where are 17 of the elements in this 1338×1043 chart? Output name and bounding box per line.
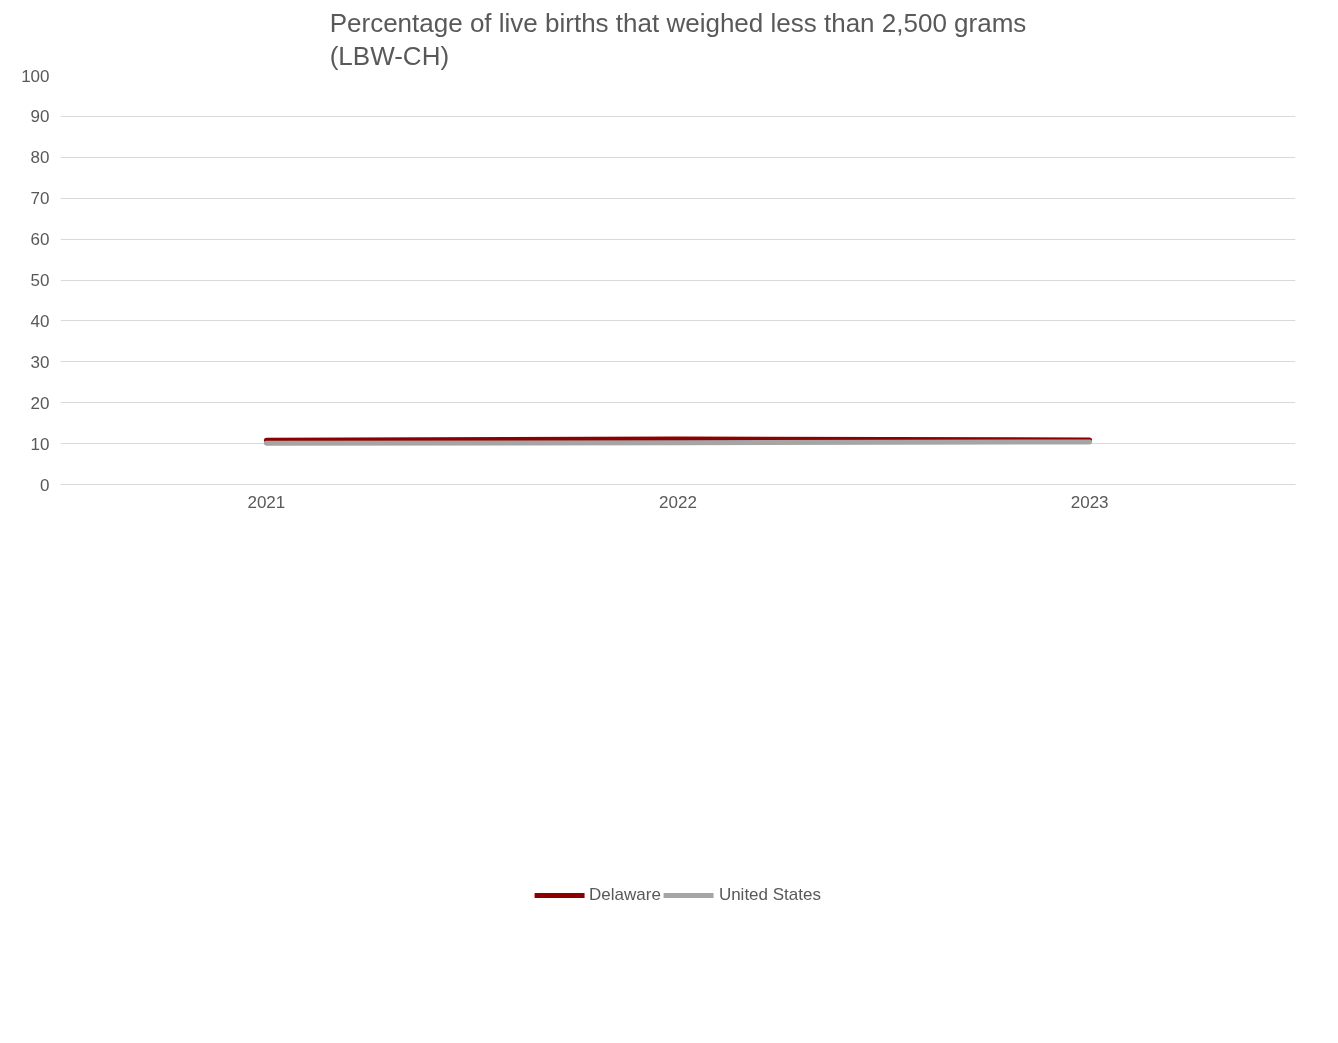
y-tick-label: 80 xyxy=(30,148,50,168)
x-tick-label: 2021 xyxy=(247,492,286,512)
y-tick-label: 10 xyxy=(30,434,50,454)
legend-label: Delaware xyxy=(589,885,661,905)
y-tick-label: 60 xyxy=(30,230,50,250)
y-tick-label: 100 xyxy=(21,66,50,86)
y-tick-label: 90 xyxy=(30,107,50,127)
x-tick-label: 2023 xyxy=(1070,492,1109,512)
y-tick-label: 40 xyxy=(30,311,50,331)
y-tick-label: 20 xyxy=(30,393,50,413)
chart-title: Percentage of live births that weighed less than 2,500 grams (LBW-CH) xyxy=(329,7,1027,71)
y-tick-label: 0 xyxy=(40,475,50,495)
x-tick-label: 2022 xyxy=(659,492,697,512)
y-tick-label: 30 xyxy=(30,352,50,372)
y-tick-label: 70 xyxy=(30,189,50,209)
legend-label: United States xyxy=(718,885,821,905)
y-tick-label: 50 xyxy=(30,271,50,290)
